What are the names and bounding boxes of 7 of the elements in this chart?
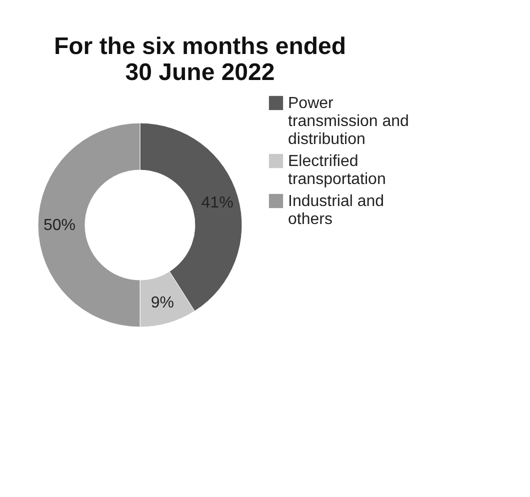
data-label: 9%: [150, 294, 174, 312]
legend-label: Electrified transportation: [288, 153, 386, 188]
chart-title: For the six months ended 30 June 2022: [54, 33, 346, 86]
legend-label: Power transmission and distribution: [288, 95, 409, 148]
data-label: 41%: [201, 194, 234, 212]
data-label: 50%: [43, 217, 76, 234]
legend-label: Industrial and others: [288, 193, 384, 228]
